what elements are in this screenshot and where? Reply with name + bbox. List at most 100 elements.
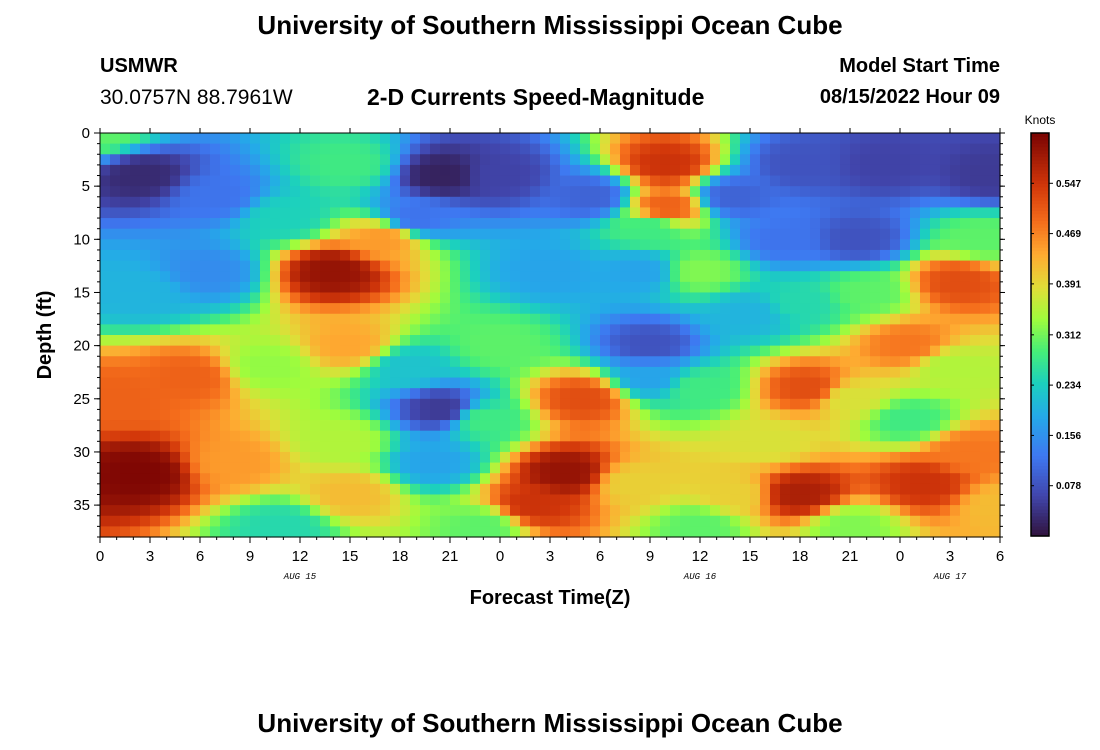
heatmap-cell [280,271,291,283]
heatmap-cell [240,324,251,336]
heatmap-cell [460,356,471,368]
heatmap-cell [230,164,241,177]
heatmap-cell [730,207,741,219]
heatmap-cell [910,186,921,198]
heatmap-cell [770,313,781,325]
heatmap-cell [730,441,741,453]
heatmap-cell [500,505,511,517]
heatmap-cell [780,133,791,145]
heatmap-cell [920,313,931,325]
heatmap-cell [180,409,191,421]
heatmap-cell [460,196,471,209]
heatmap-cell [670,366,681,379]
heatmap-cell [460,462,471,474]
heatmap-cell [150,335,161,347]
heatmap-cell [990,430,1001,442]
heatmap-cell [270,505,281,517]
heatmap-cell [630,281,641,294]
colorbar-segment [1031,260,1049,265]
heatmap-cell [210,271,221,283]
heatmap-cell [530,473,541,485]
heatmap-cell [150,324,161,336]
colorbar-segment [1031,284,1049,289]
heatmap-cell [870,505,881,517]
heatmap-cell [380,186,391,198]
heatmap-cell [950,483,961,496]
heatmap-cell [490,494,501,506]
heatmap-cell [180,292,191,304]
heatmap-cell [970,186,981,198]
heatmap-cell [220,451,231,464]
heatmap-cell [600,473,611,485]
heatmap-cell [540,462,551,474]
heatmap-cell [190,196,201,209]
heatmap-cell [760,420,771,432]
heatmap-cell [230,494,241,506]
heatmap-cell [250,420,261,432]
heatmap-cell [320,398,331,411]
heatmap-cell [120,526,131,538]
heatmap-cell [860,207,871,219]
heatmap-cell [490,186,501,198]
heatmap-cell [680,143,691,155]
heatmap-cell [630,473,641,485]
heatmap-cell [410,281,421,294]
heatmap-cell [190,515,201,527]
heatmap-cell [330,239,341,251]
heatmap-cell [550,196,561,209]
heatmap-cell [100,451,111,464]
heatmap-cell [850,398,861,411]
heatmap-cell [480,281,491,294]
heatmap-cell [760,228,771,240]
heatmap-cell [500,303,511,315]
heatmap-cell [400,366,411,379]
heatmap-cell [330,335,341,347]
heatmap-cell [770,398,781,411]
heatmap-cell [990,186,1001,198]
heatmap-cell [670,398,681,411]
heatmap-cell [820,430,831,442]
heatmap-cell [120,430,131,442]
heatmap-cell [130,228,141,240]
colorbar-segment [1031,307,1049,312]
heatmap-cell [230,441,241,453]
heatmap-cell [450,420,461,432]
heatmap-cell [900,335,911,347]
heatmap-cell [340,335,351,347]
heatmap-cell [260,441,271,453]
heatmap-cell [770,473,781,485]
heatmap-cell [770,366,781,379]
heatmap-cell [270,462,281,474]
heatmap-cell [570,324,581,336]
heatmap-cell [400,345,411,357]
colorbar-segment [1031,532,1049,537]
heatmap-cell [550,398,561,411]
heatmap-cell [900,473,911,485]
heatmap-cell [490,356,501,368]
heatmap-cell [620,398,631,411]
heatmap-cell [380,356,391,368]
heatmap-cell [160,239,171,251]
heatmap-cell [580,356,591,368]
heatmap-cell [440,143,451,155]
heatmap-cell [440,175,451,187]
heatmap-cell [220,366,231,379]
heatmap-cell [110,430,121,442]
heatmap-cell [400,420,411,432]
heatmap-cell [580,196,591,209]
heatmap-cell [670,451,681,464]
heatmap-cell [370,175,381,187]
heatmap-cell [410,515,421,527]
heatmap-cell [180,483,191,496]
heatmap-cell [230,462,241,474]
heatmap-cell [370,409,381,421]
heatmap-cell [160,451,171,464]
heatmap-cell [920,164,931,177]
heatmap-cell [180,345,191,357]
heatmap-cell [930,154,941,166]
heatmap-cell [150,271,161,283]
heatmap-cell [950,292,961,304]
heatmap-cell [190,377,201,389]
heatmap-cell [560,515,571,527]
heatmap-cell [600,515,611,527]
